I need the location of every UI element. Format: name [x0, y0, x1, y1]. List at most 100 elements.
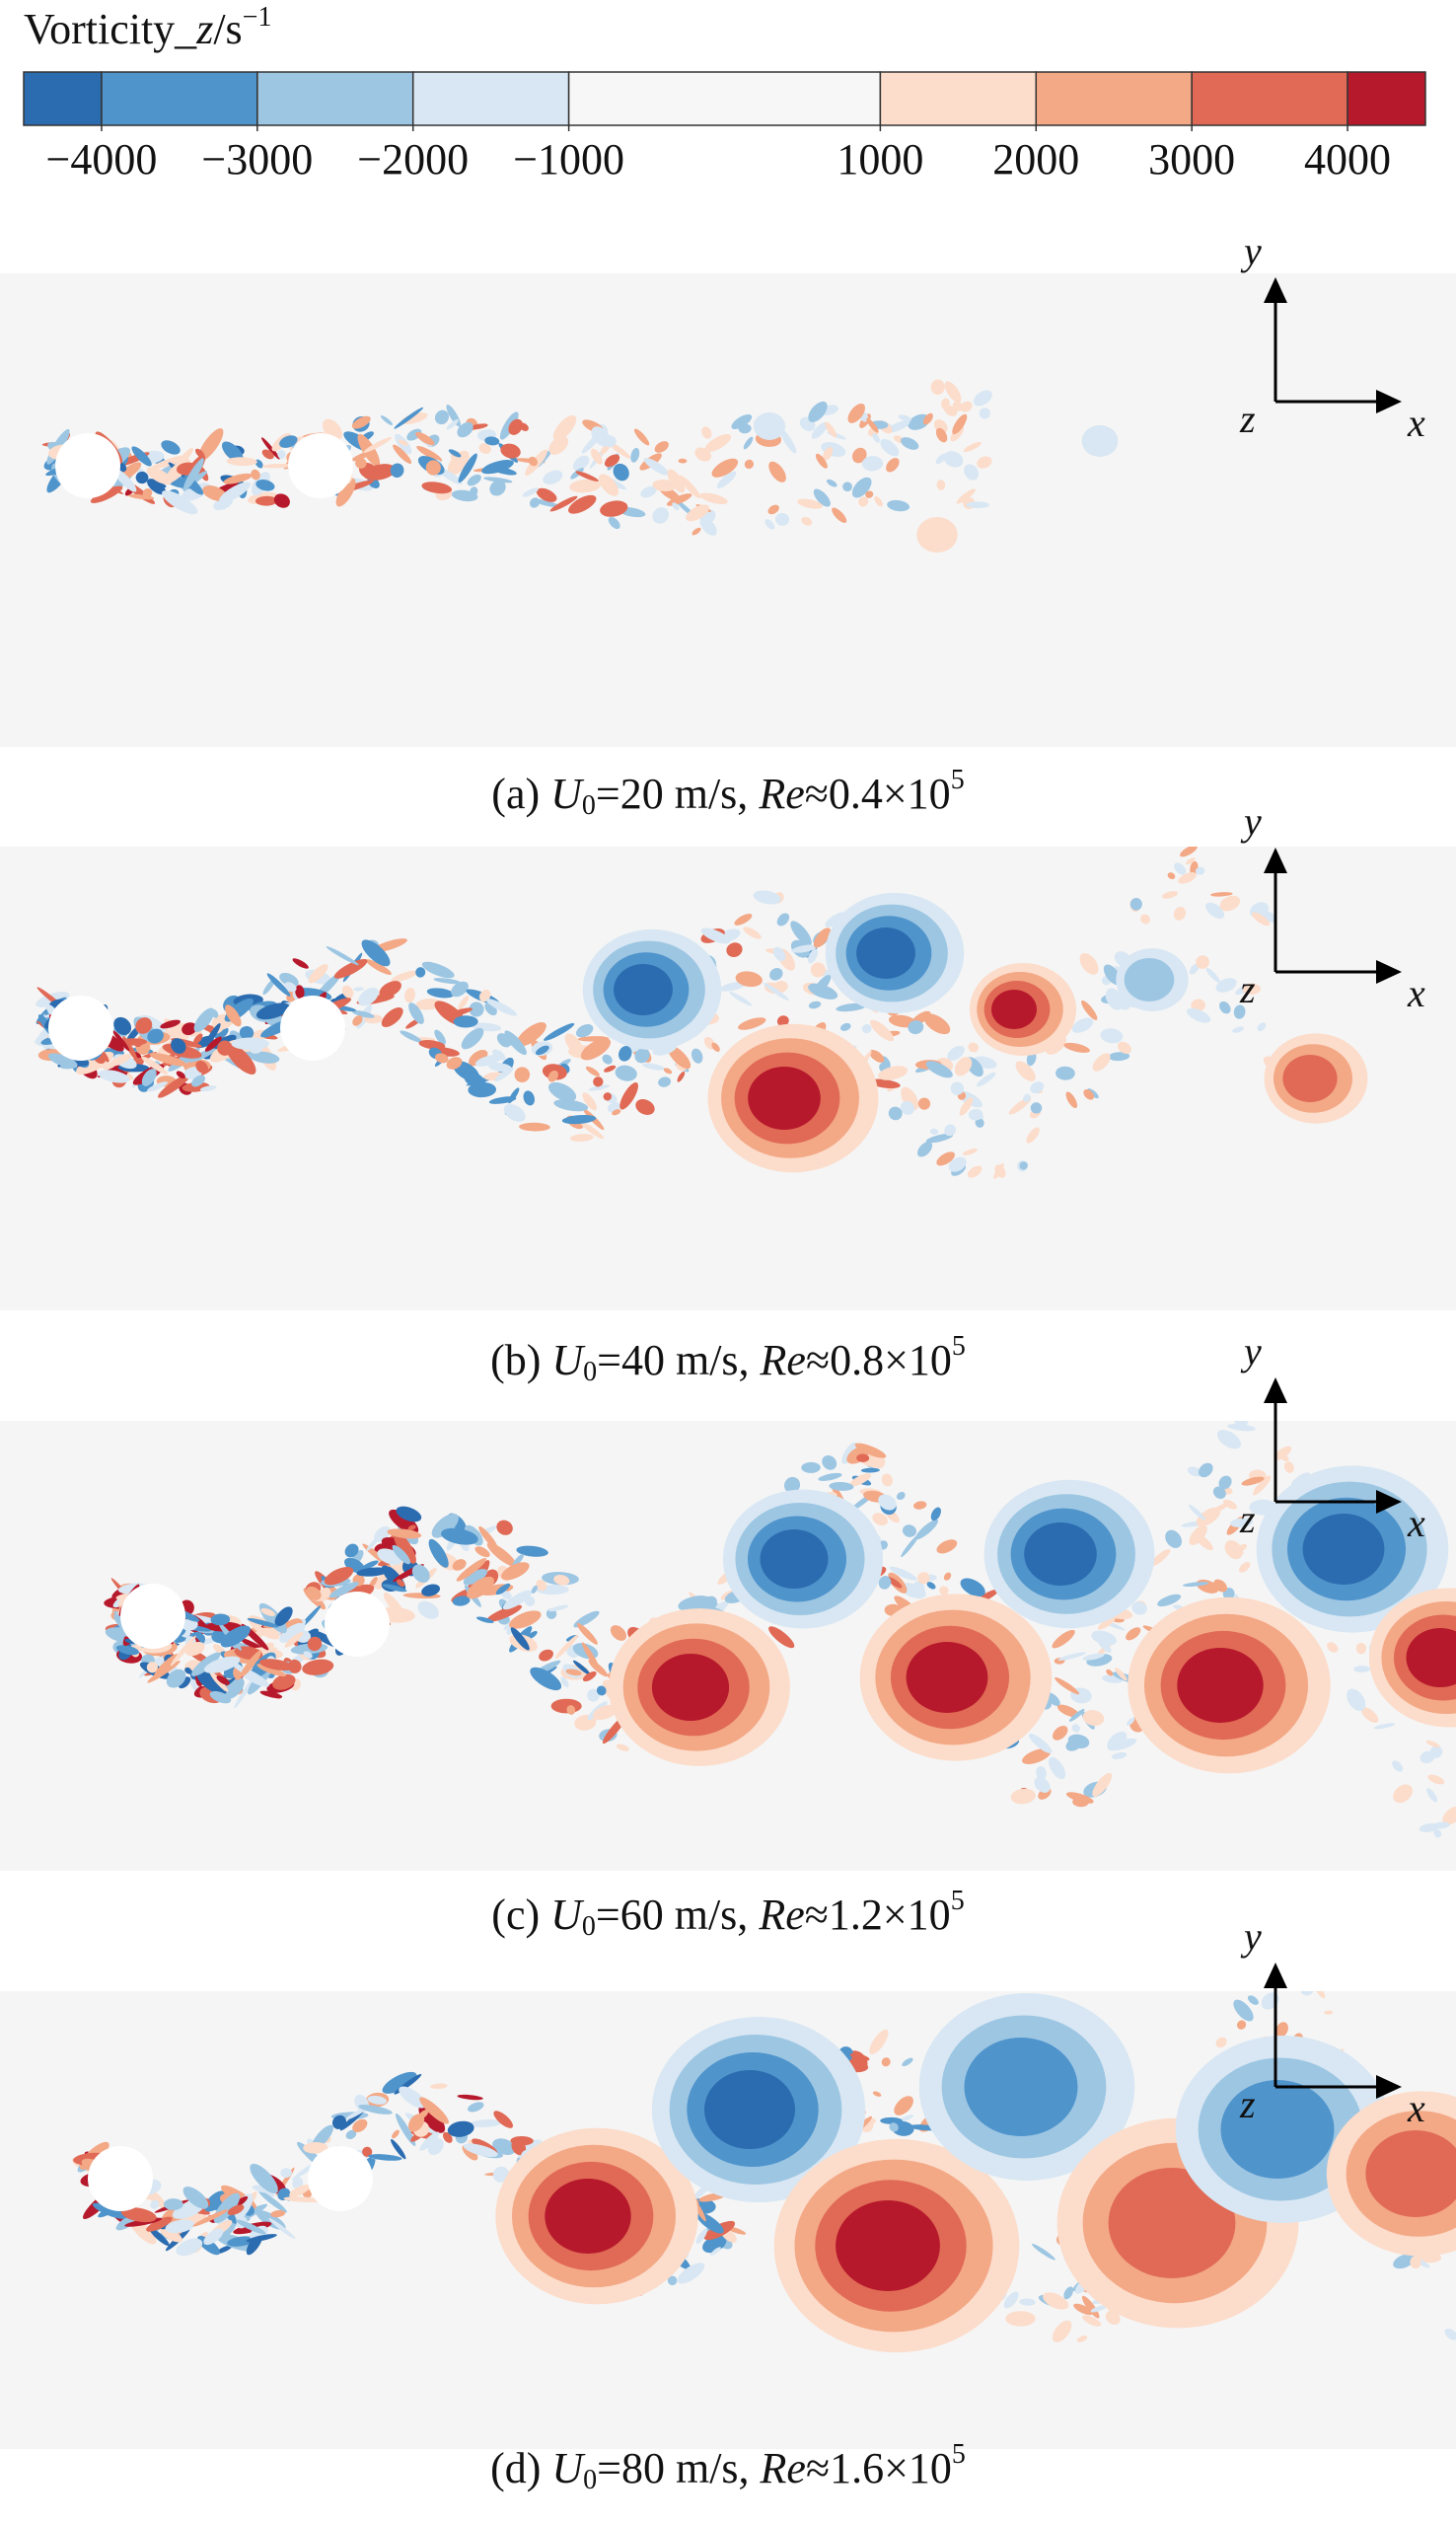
vortex-streak	[930, 1507, 941, 1521]
vortex-streak	[1097, 1617, 1116, 1630]
caption-part: ≈1.2×10	[805, 1891, 951, 1939]
vortex-streak	[768, 461, 786, 482]
vortex-streak	[1327, 1642, 1339, 1653]
vortex-streak	[791, 944, 818, 953]
vortex-streak	[1140, 914, 1150, 925]
vortex-streak	[341, 985, 354, 999]
cylinder	[308, 2146, 373, 2211]
vortex-streak	[936, 1151, 955, 1166]
vortex-streak	[610, 1625, 627, 1641]
vortex-streak	[960, 1578, 985, 1597]
vortex-streak	[260, 1607, 276, 1616]
vortex-streak	[193, 1007, 215, 1032]
vortex-streak	[149, 1053, 187, 1067]
vortex-streak	[825, 421, 837, 438]
colorbar-segment	[411, 71, 570, 126]
colorbar-segment	[23, 71, 103, 126]
vortex-streak	[1052, 2320, 1072, 2342]
vortex-streak	[469, 1002, 484, 1017]
vortex-streak	[753, 890, 781, 905]
vortex-streak	[1053, 1725, 1068, 1741]
vortex-streak	[438, 468, 463, 484]
vortex-streak	[457, 421, 473, 438]
vortex-streak	[399, 2086, 426, 2109]
vortex-streak	[573, 1610, 600, 1628]
vortex-streak	[604, 435, 617, 448]
vortex-streak	[952, 413, 968, 435]
cylinder	[48, 996, 113, 1061]
vortex-streak	[1393, 2254, 1416, 2269]
vortex-streak	[1056, 1704, 1080, 1718]
vortex-streak	[560, 1676, 569, 1687]
vortex-streak	[428, 1538, 449, 1568]
vortex-streak	[484, 436, 500, 446]
vortex-streak	[1057, 1652, 1087, 1661]
vortex-streak	[395, 2113, 416, 2147]
tick-label: −4000	[46, 135, 158, 184]
vortex-streak	[1300, 1991, 1314, 1996]
vortex-streak	[1063, 2286, 1074, 2300]
vortex-streak	[861, 1024, 872, 1034]
vortex-streak	[580, 1121, 605, 1140]
vortex-streak	[888, 1106, 903, 1121]
axis-label: x	[1407, 1501, 1425, 1545]
vortex-streak	[434, 1053, 449, 1064]
vortex-streak	[419, 2097, 450, 2124]
vortex-streak	[561, 1114, 597, 1125]
vortex-streak	[861, 456, 884, 472]
arrow-head	[1376, 1490, 1402, 1514]
vortex-streak	[1426, 1788, 1438, 1803]
vortex-streak	[163, 2198, 183, 2210]
vortex-streak	[869, 2029, 889, 2055]
vortex-streak	[776, 913, 790, 927]
vortex-streak	[959, 1097, 974, 1116]
vortex-streak	[553, 1099, 589, 1112]
vortex-streak	[1157, 1594, 1182, 1607]
vortex-streak	[700, 928, 731, 944]
vortex-streak	[272, 1673, 296, 1690]
vortex-streak	[1106, 1669, 1114, 1676]
vortex-streak	[839, 1022, 851, 1031]
caption-part: Re	[760, 2444, 806, 2492]
vortex-streak	[1091, 1630, 1117, 1646]
vortex-streak	[1241, 1476, 1265, 1486]
vortex-streak	[391, 2138, 406, 2160]
vortex-streak	[1003, 2291, 1019, 2309]
vortex-streak	[258, 2189, 287, 2213]
vortex-streak	[616, 1744, 629, 1751]
vortex-streak	[266, 973, 291, 997]
vortex-streak	[734, 914, 753, 926]
vortex-streak	[1195, 866, 1205, 875]
vortex-streak	[356, 1567, 390, 1577]
vortex-streak	[400, 412, 428, 424]
arrow-head	[1264, 277, 1287, 303]
vortex-streak	[1100, 1028, 1124, 1044]
vortex-streak	[446, 1057, 463, 1070]
vortex-streak	[735, 971, 763, 988]
vortex-streak	[1090, 2305, 1108, 2313]
vortex-streak	[1092, 1053, 1111, 1072]
caption-part: ≈0.4×10	[805, 770, 951, 818]
vortex-streak	[966, 501, 989, 509]
vortex-streak	[280, 2168, 292, 2179]
vortex-streak	[474, 1054, 502, 1067]
vortex-streak	[328, 1582, 359, 1598]
vortex-streak	[284, 1631, 304, 1648]
caption-part: Re	[760, 1336, 806, 1384]
vortex-streak	[711, 458, 739, 478]
caption-part: 0	[582, 790, 596, 821]
vortex-streak	[1425, 1740, 1440, 1747]
vortex-streak	[851, 477, 872, 498]
vortex-streak	[251, 469, 260, 481]
vortex-streak	[808, 1001, 822, 1009]
vortex-streak	[1420, 1750, 1435, 1764]
vortex-streak	[1233, 1999, 1254, 2022]
vortex-streak	[1292, 1982, 1303, 1991]
vortex-streak	[1232, 1026, 1244, 1033]
vortex-streak	[220, 2220, 237, 2239]
vortex-streak	[150, 2199, 160, 2209]
vortex-streak	[797, 498, 823, 509]
vortex-streak	[426, 988, 455, 999]
vortex-streak	[896, 1492, 906, 1501]
vortex-streak	[112, 1030, 130, 1052]
